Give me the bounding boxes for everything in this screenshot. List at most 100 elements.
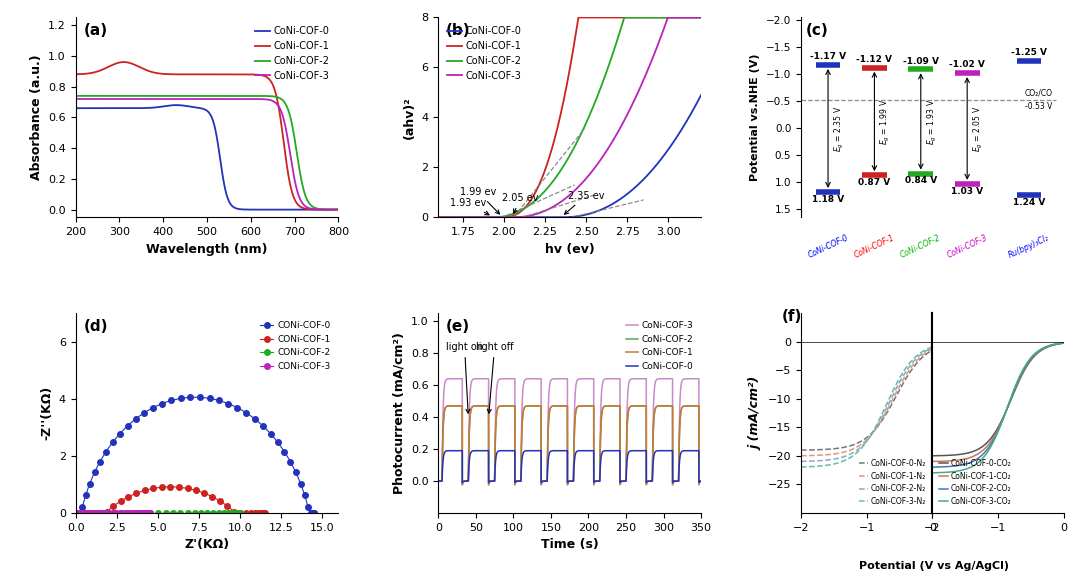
CoNi-COF-3 [213, 96, 226, 103]
Text: 0.84 V: 0.84 V [905, 176, 937, 185]
CoNi-COF-3 [158, 96, 171, 103]
CONi-COF-1 [156, 484, 168, 491]
CONi-COF-0 [83, 480, 96, 487]
CoNi-COF-1 [692, 402, 705, 409]
CoNi-COF-0 [432, 477, 445, 484]
CoNi-COF-1 [575, 14, 588, 21]
CoNi-COF-1 [477, 214, 490, 221]
CoNi-COF-3 [477, 214, 490, 221]
Line: CoNi-COF-1: CoNi-COF-1 [438, 406, 701, 484]
Text: -1.17 V: -1.17 V [810, 52, 846, 61]
CoNi-COF-1 [432, 477, 445, 484]
Text: $E_g$ = 1.99 V: $E_g$ = 1.99 V [879, 99, 892, 145]
CoNi-COF-3 [575, 181, 588, 188]
CoNi-COF-2 [537, 478, 550, 485]
CONi-COF-1 [164, 483, 177, 490]
Legend: CoNi-COF-0, CoNi-COF-1, CoNi-COF-2, CoNi-COF-3: CoNi-COF-0, CoNi-COF-1, CoNi-COF-2, CoNi… [443, 22, 525, 85]
CONi-COF-0 [113, 430, 126, 437]
CONi-COF-3 [136, 510, 149, 517]
CoNi-COF-0 [477, 214, 490, 221]
CONi-COF-0 [305, 510, 318, 517]
CoNi-COF-0 [104, 105, 117, 112]
Text: CoNi-COF-1: CoNi-COF-1 [853, 233, 896, 260]
CONi-COF-3 [123, 510, 136, 517]
CONi-COF-3 [140, 510, 153, 517]
CONi-COF-0 [137, 409, 150, 416]
CONi-COF-1 [244, 510, 257, 517]
CONi-COF-1 [252, 510, 265, 517]
CoNi-COF-1 [446, 402, 459, 409]
CoNi-COF-1 [207, 71, 220, 78]
CoNi-COF-2 [531, 402, 544, 409]
CONi-COF-3 [113, 510, 126, 517]
CoNi-COF-0-N₂ [795, 447, 808, 454]
CONi-COF-1 [147, 485, 160, 492]
CONi-COF-2 [221, 510, 234, 517]
CoNi-COF-2-N₂ [922, 346, 935, 353]
Line: CoNi-COF-2: CoNi-COF-2 [438, 406, 701, 484]
CONi-COF-2 [230, 510, 243, 517]
Text: Ru(bpy)₃Cl₂: Ru(bpy)₃Cl₂ [1008, 233, 1051, 260]
Line: CoNi-COF-3: CoNi-COF-3 [76, 99, 338, 210]
CoNi-COF-3-N₂ [801, 463, 814, 470]
CONi-COF-3 [139, 510, 152, 517]
CoNi-COF-0 [207, 120, 220, 127]
CONi-COF-2 [212, 510, 225, 517]
CoNi-COF-2 [694, 477, 707, 484]
CoNi-COF-3 [69, 96, 82, 103]
CoNi-COF-2 [618, 14, 631, 21]
CONi-COF-1 [79, 510, 92, 517]
Y-axis label: j (mA/cm²): j (mA/cm²) [750, 377, 762, 449]
Legend: CONi-COF-0, CONi-COF-1, CONi-COF-2, CONi-COF-3: CONi-COF-0, CONi-COF-1, CONi-COF-2, CONi… [256, 318, 334, 374]
CONi-COF-2 [144, 510, 157, 517]
CoNi-COF-2-N₂ [855, 443, 868, 450]
CONi-COF-3 [125, 510, 138, 517]
CoNi-COF-0 [332, 206, 345, 213]
Text: -1.12 V: -1.12 V [856, 55, 892, 64]
Text: light on: light on [446, 342, 483, 413]
CoNi-COF-3 [559, 375, 572, 382]
CoNi-COF-1 [468, 214, 481, 221]
CONi-COF-0 [240, 409, 253, 416]
CoNi-COF-3 [501, 375, 514, 382]
CONi-COF-2 [194, 510, 207, 517]
CoNi-COF-2 [703, 14, 716, 21]
CoNi-COF-0 [446, 447, 459, 454]
Text: CO₂/CO: CO₂/CO [1024, 89, 1052, 97]
CoNi-COF-3-N₂ [922, 345, 935, 352]
CoNi-COF-3-CO₂ [986, 440, 999, 447]
Text: -1.09 V: -1.09 V [903, 57, 939, 65]
CoNi-COF-3 [432, 214, 445, 221]
CONi-COF-2 [75, 510, 87, 517]
CONi-COF-1 [220, 503, 233, 510]
CONi-COF-1 [100, 508, 113, 515]
Line: CoNi-COF-2: CoNi-COF-2 [76, 96, 338, 210]
Line: CONi-COF-2: CONi-COF-2 [73, 510, 243, 516]
CONi-COF-3 [106, 510, 119, 517]
CONi-COF-0 [121, 422, 134, 429]
CONi-COF-0 [106, 438, 119, 445]
CoNi-COF-1-CO₂ [1053, 340, 1066, 347]
CoNi-COF-2 [559, 402, 572, 409]
Line: CoNi-COF-0: CoNi-COF-0 [76, 105, 338, 210]
CoNi-COF-0 [575, 212, 588, 219]
CONi-COF-0 [203, 395, 216, 402]
CONi-COF-2 [108, 510, 121, 517]
CONi-COF-3 [79, 510, 92, 517]
CoNi-COF-1-N₂ [922, 347, 935, 354]
Line: CoNi-COF-3-CO₂: CoNi-COF-3-CO₂ [932, 343, 1064, 473]
CONi-COF-0 [231, 404, 244, 411]
Text: (a): (a) [83, 23, 108, 38]
CONi-COF-1 [248, 510, 261, 517]
CoNi-COF-2 [468, 214, 481, 221]
Line: CONi-COF-0: CONi-COF-0 [73, 395, 318, 516]
CONi-COF-3 [75, 510, 87, 517]
CONi-COF-3 [131, 510, 144, 517]
CoNi-COF-0-CO₂ [1053, 340, 1066, 347]
CONi-COF-0 [289, 469, 302, 476]
CONi-COF-1 [258, 510, 271, 517]
CoNi-COF-0-N₂ [922, 349, 935, 356]
CoNi-COF-3 [692, 375, 705, 382]
CoNi-COF-0 [456, 479, 469, 486]
CONi-COF-0 [69, 510, 82, 517]
